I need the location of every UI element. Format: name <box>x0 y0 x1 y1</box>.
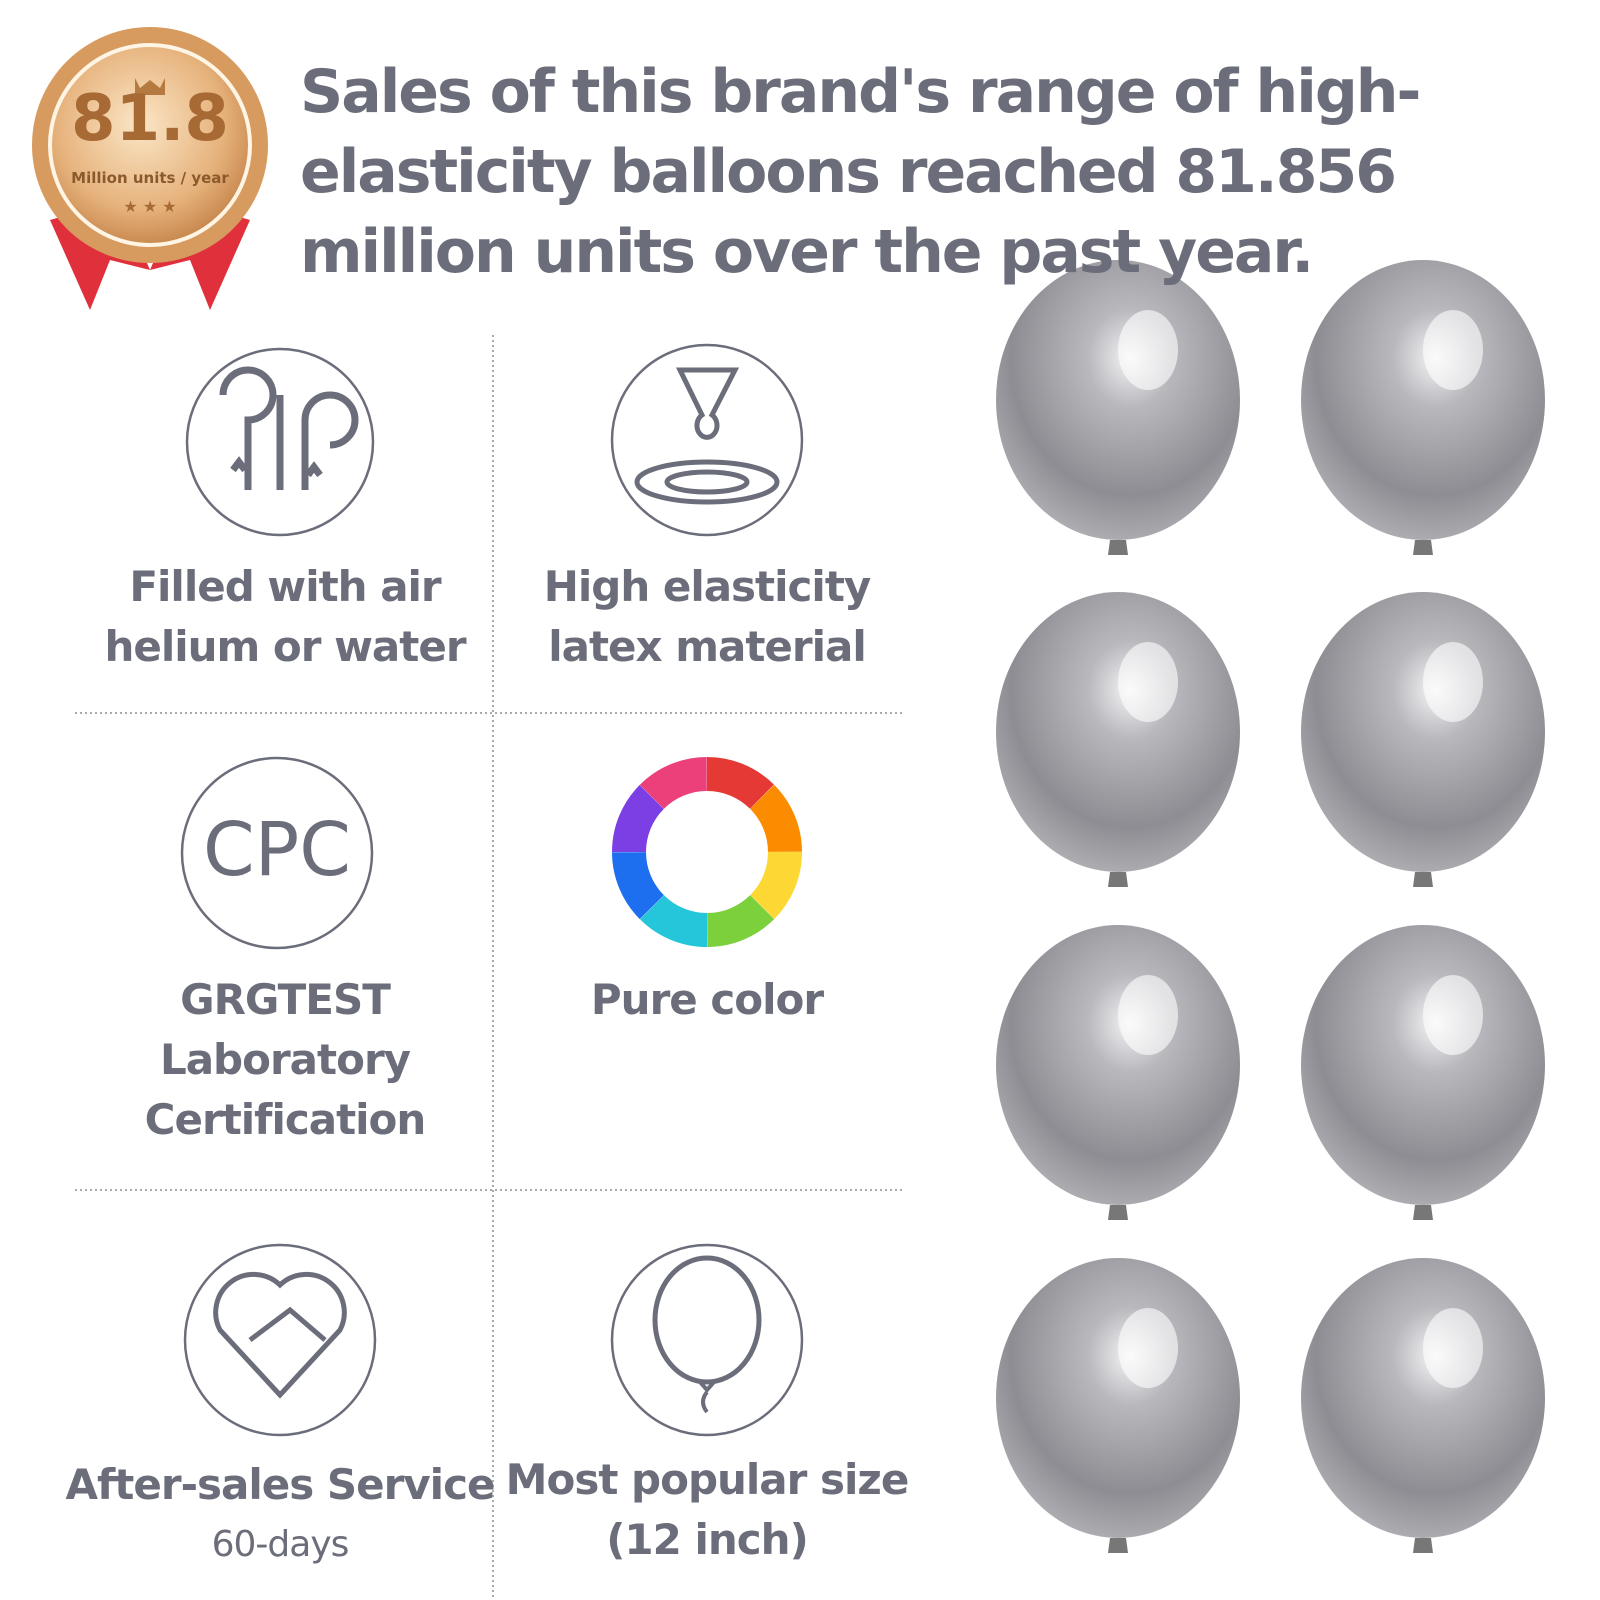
icons <box>180 343 804 1437</box>
feature-label: Pure color <box>497 970 917 1030</box>
cpc-icon-text: CPC <box>203 807 351 893</box>
line: Filled with air <box>129 562 441 611</box>
feature-label: Filled with air helium or water <box>75 557 495 677</box>
badge-number: 81.8 <box>71 82 229 156</box>
line: helium or water <box>104 622 466 671</box>
feature-label: GRGTEST Laboratory Certification <box>75 970 495 1150</box>
line: After-sales Service <box>65 1460 496 1509</box>
feature-label: Most popular size (12 inch) <box>497 1450 917 1570</box>
badge-stars: ★ ★ ★ <box>123 197 176 216</box>
line: Certification <box>144 1095 427 1144</box>
line: (12 inch) <box>606 1515 809 1564</box>
sub-line: 60-days <box>211 1524 350 1565</box>
badge: 81.8 Million units / year ★ ★ ★ <box>32 27 268 310</box>
badge-unit: Million units / year <box>71 169 229 187</box>
headline: Sales of this brand's range of high-elas… <box>300 57 1421 287</box>
line: latex material <box>548 622 867 671</box>
feature-label: High elasticity latex material <box>497 557 917 677</box>
line: GRGTEST <box>180 975 391 1024</box>
grid <box>75 335 905 1600</box>
line: Most popular size <box>505 1455 910 1504</box>
color-wheel <box>612 757 802 947</box>
feature-label: After-sales Service 60-days <box>65 1455 496 1575</box>
line: Pure color <box>590 975 824 1024</box>
balloons <box>996 260 1545 1553</box>
line: High elasticity <box>543 562 872 611</box>
line: Laboratory <box>159 1035 411 1084</box>
